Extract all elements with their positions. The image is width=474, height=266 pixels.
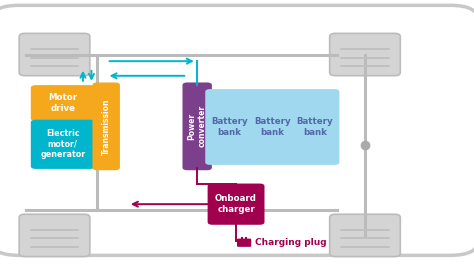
FancyBboxPatch shape (31, 120, 95, 169)
FancyBboxPatch shape (291, 89, 339, 165)
FancyBboxPatch shape (19, 214, 90, 256)
Text: Charging plug: Charging plug (255, 238, 326, 247)
FancyBboxPatch shape (248, 89, 297, 165)
Text: Power
converter: Power converter (188, 105, 207, 147)
FancyBboxPatch shape (19, 33, 90, 76)
Text: Electric
motor/
generator: Electric motor/ generator (40, 129, 85, 159)
Text: Onboard
charger: Onboard charger (215, 194, 257, 214)
FancyBboxPatch shape (237, 239, 251, 247)
FancyBboxPatch shape (92, 82, 120, 170)
FancyBboxPatch shape (208, 184, 264, 225)
FancyBboxPatch shape (31, 85, 95, 121)
Text: Transmission: Transmission (102, 98, 110, 155)
Text: Battery
bank: Battery bank (254, 117, 291, 137)
FancyBboxPatch shape (0, 5, 474, 255)
Text: Battery
bank: Battery bank (211, 117, 248, 137)
Text: Motor
drive: Motor drive (48, 93, 77, 113)
Text: Battery
bank: Battery bank (297, 117, 333, 137)
FancyBboxPatch shape (205, 89, 254, 165)
FancyBboxPatch shape (330, 214, 400, 256)
FancyBboxPatch shape (182, 82, 212, 170)
FancyBboxPatch shape (330, 33, 400, 76)
